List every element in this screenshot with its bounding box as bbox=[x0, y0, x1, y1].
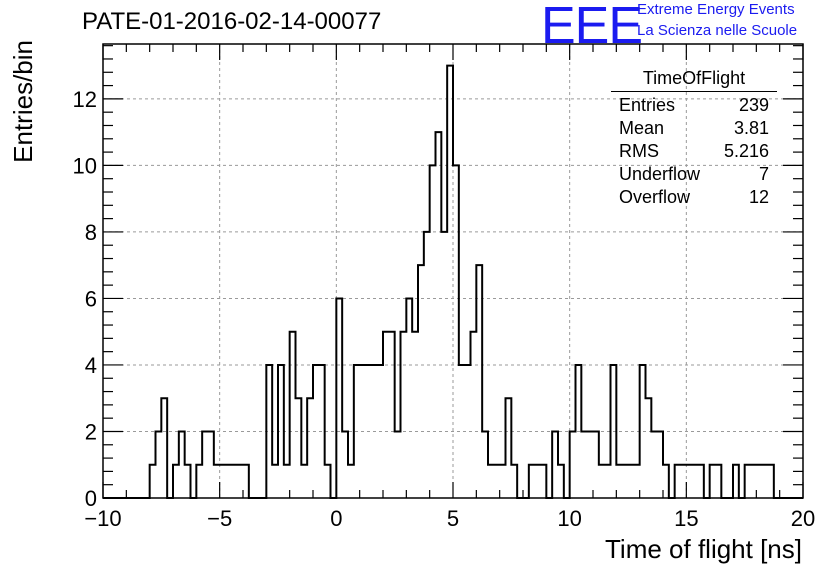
x-tick-label: 0 bbox=[330, 506, 342, 531]
stats-row-entries: Entries 239 bbox=[611, 94, 777, 117]
x-tick-label: −5 bbox=[207, 506, 232, 531]
stats-value: 12 bbox=[748, 187, 769, 207]
stats-box: TimeOfFlight Entries 239 Mean 3.81 RMS 5… bbox=[611, 68, 777, 209]
x-tick-label: 5 bbox=[447, 506, 459, 531]
chart-title: PATE-01-2016-02-14-00077 bbox=[82, 8, 382, 35]
stats-label: Underflow bbox=[619, 164, 701, 184]
x-axis-label: Time of flight [ns] bbox=[605, 534, 802, 564]
logo-line2: La Scienza nelle Scuole bbox=[637, 22, 798, 39]
y-tick-label: 0 bbox=[85, 486, 97, 511]
stats-row-rms: RMS 5.216 bbox=[611, 140, 777, 163]
y-tick-label: 12 bbox=[73, 87, 97, 112]
x-tick-label: 10 bbox=[557, 506, 581, 531]
logo-line1: Extreme Energy Events bbox=[637, 1, 795, 18]
x-tick-label: 15 bbox=[674, 506, 698, 531]
y-tick-label: 6 bbox=[85, 286, 97, 311]
y-tick-label: 2 bbox=[85, 419, 97, 444]
stats-label: Overflow bbox=[619, 187, 691, 207]
axes bbox=[102, 43, 804, 499]
y-tick-label: 10 bbox=[73, 153, 97, 178]
stats-title: TimeOfFlight bbox=[611, 68, 777, 92]
tick-labels: −10 −5 0 5 10 15 20 0 2 4 6 8 10 12 bbox=[73, 87, 816, 531]
stats-value: 5.216 bbox=[723, 141, 769, 161]
x-tick-label: 20 bbox=[791, 506, 815, 531]
y-axis-label: Entries/bin bbox=[8, 40, 38, 163]
stats-row-underflow: Underflow 7 bbox=[611, 163, 777, 186]
stats-row-mean: Mean 3.81 bbox=[611, 117, 777, 140]
stats-value: 7 bbox=[758, 164, 769, 184]
stats-label: RMS bbox=[619, 141, 659, 161]
eee-logo: EEE bbox=[541, 0, 643, 55]
stats-label: Mean bbox=[619, 118, 665, 138]
y-tick-label: 4 bbox=[85, 353, 97, 378]
stats-row-overflow: Overflow 12 bbox=[611, 186, 777, 209]
histogram-line bbox=[103, 64, 803, 499]
y-tick-label: 8 bbox=[85, 220, 97, 245]
stats-label: Entries bbox=[619, 95, 676, 115]
x-tick-label: −10 bbox=[84, 506, 121, 531]
stats-value: 3.81 bbox=[733, 118, 769, 138]
stats-value: 239 bbox=[738, 95, 769, 115]
